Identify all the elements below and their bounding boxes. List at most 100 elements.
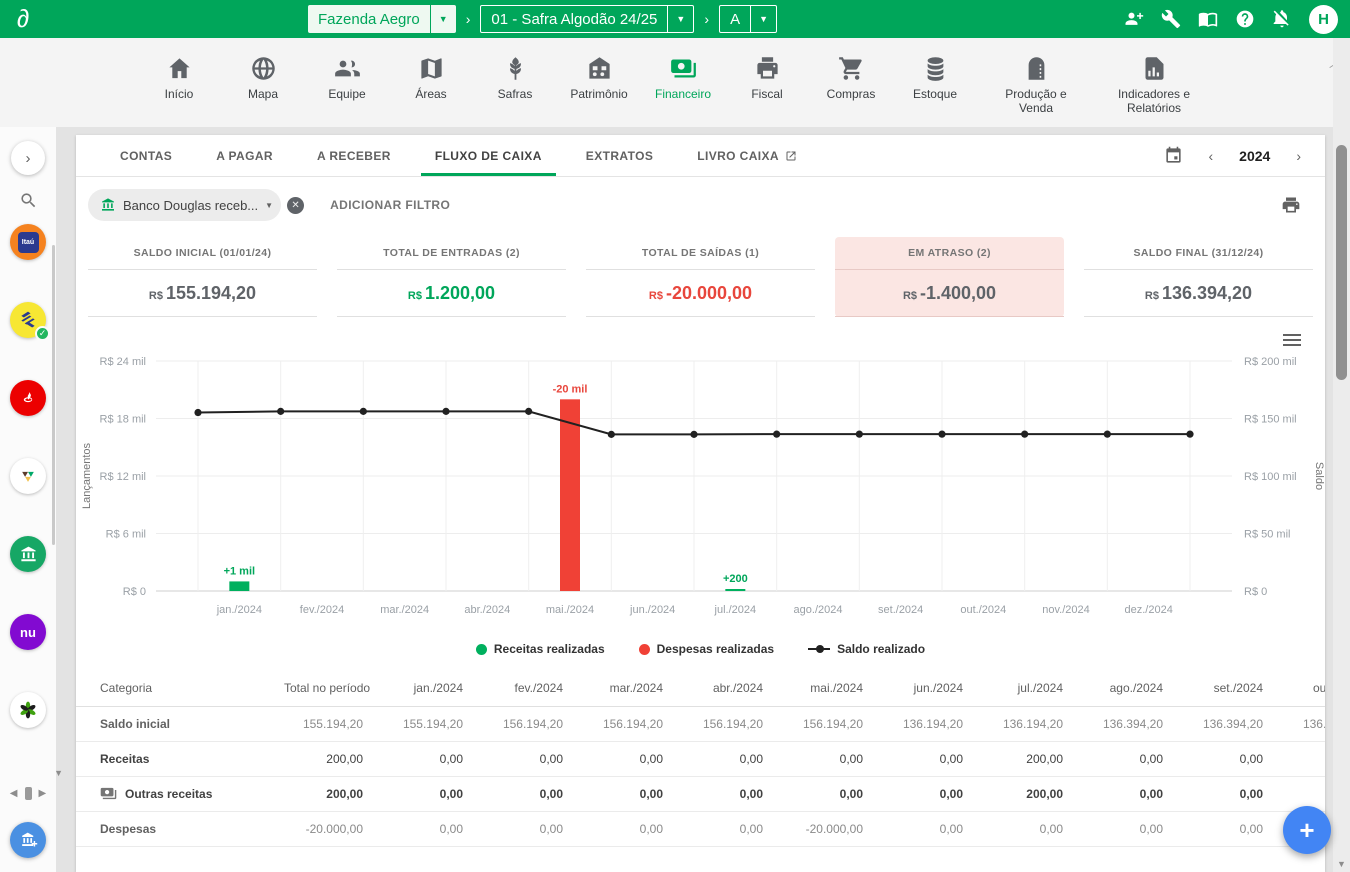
topbar-actions: H [1124, 0, 1338, 38]
bank-filter-chip[interactable]: Banco Douglas receb... ▼ [88, 189, 281, 221]
table-row-receitas[interactable]: Receitas200,000,000,000,000,000,000,0020… [76, 741, 1325, 776]
legend-marker [639, 644, 650, 655]
tab-a-receber[interactable]: A RECEBER [295, 135, 413, 176]
table-cell: 136.394,20 [1271, 706, 1325, 741]
nav-item-mapa[interactable]: Mapa [234, 49, 292, 102]
nav-item-fiscal[interactable]: Fiscal [738, 49, 796, 102]
table-cell: 0,00 [471, 776, 571, 812]
svg-text:fev./2024: fev./2024 [300, 604, 344, 616]
table-cell: 0,00 [371, 812, 471, 847]
nav-item-areas[interactable]: Áreas [402, 49, 460, 102]
add-bank-button[interactable] [10, 822, 46, 858]
pager-prev-icon[interactable]: ◀ [10, 788, 18, 799]
bank-avatar-itau[interactable]: Itaú [10, 224, 46, 260]
pager-next-icon[interactable]: ▶ [39, 788, 47, 799]
table-cell: 0,00 [671, 776, 771, 812]
scroll-down-icon[interactable]: ▼ [1337, 859, 1346, 869]
bank-avatar-triangles-bank[interactable] [10, 458, 46, 494]
expand-rail-button[interactable]: › [11, 141, 45, 175]
table-row-despesas[interactable]: Despesas-20.000,000,000,000,000,00-20.00… [76, 812, 1325, 847]
user-avatar[interactable]: H [1309, 5, 1338, 34]
svg-text:R$ 150 mil: R$ 150 mil [1244, 414, 1297, 426]
tab-a-pagar[interactable]: A PAGAR [194, 135, 295, 176]
svg-text:R$ 50 mil: R$ 50 mil [1244, 529, 1290, 541]
chart-legend: Receitas realizadas Despesas realizadas Sa… [76, 642, 1325, 656]
summary-card-em-atraso[interactable]: EM ATRASO (2) R$-1.400,00 [835, 237, 1064, 317]
table-cell: 200,00 [276, 741, 371, 776]
add-transaction-fab[interactable]: + [1283, 806, 1331, 854]
add-filter-button[interactable]: ADICIONAR FILTRO [330, 198, 450, 212]
summary-card-saldo-inicial[interactable]: SALDO INICIAL (01/01/24)R$155.194,20 [88, 237, 317, 317]
notifications-off-icon[interactable] [1272, 9, 1292, 29]
bank-icon [100, 197, 116, 213]
tab-extratos[interactable]: EXTRATOS [564, 135, 675, 176]
table-cell: 0,00 [571, 741, 671, 776]
nav-item-equipe[interactable]: Equipe [318, 49, 376, 102]
table-row-saldo-inicial[interactable]: Saldo inicial155.194,20155.194,20156.194… [76, 706, 1325, 741]
svg-text:mai./2024: mai./2024 [546, 604, 594, 616]
table-cell: 0,00 [771, 776, 871, 812]
bank-avatar-nubank[interactable]: nu [10, 614, 46, 650]
nav-item-inicio[interactable]: Início [150, 49, 208, 102]
bank-avatar-santander[interactable] [10, 380, 46, 416]
summary-card-total-de-entradas[interactable]: TOTAL DE ENTRADAS (2)R$1.200,00 [337, 237, 566, 317]
nav-item-label: Fiscal [751, 88, 782, 102]
wrench-icon[interactable] [1161, 9, 1181, 29]
rail-scrollbar[interactable] [52, 245, 55, 545]
chevron-down-icon: ▼ [430, 5, 456, 33]
legend-marker [476, 644, 487, 655]
book-icon[interactable] [1198, 9, 1218, 29]
chart-menu-icon[interactable] [1283, 331, 1301, 349]
bank-avatar-sicredi[interactable] [10, 692, 46, 728]
table-cell: 0,00 [371, 776, 471, 812]
svg-text:R$ 6 mil: R$ 6 mil [106, 529, 146, 541]
nav-item-patrimonio[interactable]: Patrimônio [570, 49, 628, 102]
table-cell: 0,00 [671, 741, 771, 776]
nav-item-compras[interactable]: Compras [822, 49, 880, 102]
summary-card-saldo-final[interactable]: SALDO FINAL (31/12/24)R$136.394,20 [1084, 237, 1313, 317]
invite-user-icon[interactable] [1124, 9, 1144, 29]
column-header-set-2024: set./2024 [1171, 670, 1271, 706]
summary-card-total-de-saidas[interactable]: TOTAL DE SAÍDAS (1)R$-20.000,00 [586, 237, 815, 317]
svg-text:nov./2024: nov./2024 [1042, 604, 1090, 616]
nav-item-safras[interactable]: Safras [486, 49, 544, 102]
table-cell: 156.194,20 [571, 706, 671, 741]
season-selector[interactable]: 01 - Safra Algodão 24/25 ▼ [480, 5, 694, 33]
print-icon[interactable] [1281, 195, 1301, 215]
unit-selector[interactable]: A ▼ [719, 5, 777, 33]
summary-card-label: EM ATRASO (2) [835, 247, 1064, 259]
calendar-icon[interactable] [1164, 146, 1183, 165]
farm-selector[interactable]: Fazenda Aegro ▼ [308, 5, 456, 33]
summary-card-value: R$-1.400,00 [835, 280, 1064, 308]
help-icon[interactable] [1235, 9, 1255, 29]
legend-item-despesas-realizadas[interactable]: Despesas realizadas [639, 642, 774, 656]
svg-text:mar./2024: mar./2024 [380, 604, 429, 616]
search-icon[interactable] [11, 191, 45, 210]
next-year-icon[interactable]: › [1296, 148, 1301, 164]
page-scrollbar[interactable]: ▼ [1333, 38, 1350, 872]
legend-item-receitas-realizadas[interactable]: Receitas realizadas [476, 642, 605, 656]
table-cell: 136.394,20 [1071, 706, 1171, 741]
scrollbar-thumb[interactable] [1336, 145, 1347, 380]
nav-item-label: Estoque [913, 88, 957, 102]
bank-avatar-banco-do-brasil[interactable]: ✓ [10, 302, 46, 338]
legend-item-saldo-realizado[interactable]: Saldo realizado [808, 642, 925, 656]
tab-fluxo-de-caixa[interactable]: FLUXO DE CAIXA [413, 135, 564, 176]
synced-badge-icon: ✓ [35, 326, 50, 341]
prev-year-icon[interactable]: ‹ [1209, 148, 1214, 164]
nav-item-label: Financeiro [655, 88, 711, 102]
svg-text:R$ 24 mil: R$ 24 mil [100, 356, 146, 368]
nav-item-indicadores-e-relatorios[interactable]: Indicadores e Relatórios [1108, 49, 1200, 116]
nav-item-label: Produção e Venda [990, 88, 1082, 116]
table-row-outras-receitas[interactable]: Outras receitas200,000,000,000,000,000,0… [76, 776, 1325, 812]
rail-scroll-down-icon[interactable]: ▼ [54, 768, 63, 778]
nav-item-estoque[interactable]: Estoque [906, 49, 964, 102]
table-cell: 200,00 [971, 741, 1071, 776]
remove-filter-icon[interactable]: ✕ [287, 197, 304, 214]
nav-item-producao-e-venda[interactable]: Produção e Venda [990, 49, 1082, 116]
table-cell: 156.194,20 [771, 706, 871, 741]
nav-item-financeiro[interactable]: Financeiro [654, 49, 712, 102]
tab-contas[interactable]: CONTAS [98, 135, 194, 176]
tab-livro-caixa[interactable]: LIVRO CAIXA [675, 135, 819, 176]
bank-avatar-green-bank[interactable] [10, 536, 46, 572]
